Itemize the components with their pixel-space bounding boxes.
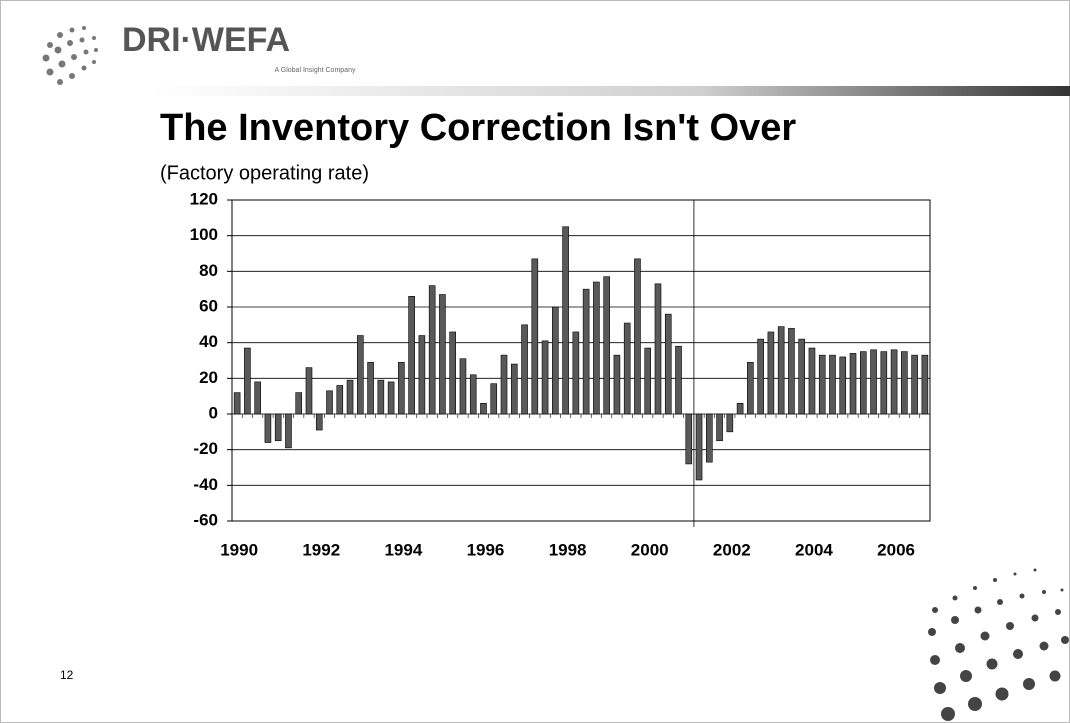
y-tick-label: 20 <box>199 368 218 387</box>
bar <box>634 258 641 415</box>
bar <box>244 347 251 415</box>
x-tick-label: 1996 <box>467 540 505 559</box>
bar <box>459 358 467 415</box>
x-tick-label: 2002 <box>713 540 751 559</box>
chart-subtitle: (Factory operating rate) <box>160 162 369 184</box>
bar <box>767 331 775 415</box>
bar <box>829 354 836 415</box>
bar <box>439 294 446 415</box>
x-tick-label: 2000 <box>631 540 669 559</box>
bar <box>398 361 405 415</box>
bar <box>593 281 600 415</box>
bar <box>490 383 498 415</box>
bar <box>706 413 713 463</box>
bar <box>859 351 867 415</box>
bar <box>315 413 323 431</box>
bar <box>377 379 385 415</box>
bar <box>552 306 559 415</box>
logo-tagline: A Global Insight Company <box>275 67 356 74</box>
bar <box>818 354 826 415</box>
x-tick-label: 1990 <box>220 540 258 559</box>
y-tick-label: 60 <box>199 296 218 315</box>
bar <box>274 413 282 442</box>
bar <box>685 413 693 465</box>
bar <box>623 322 631 415</box>
y-tick-label: 40 <box>199 332 218 351</box>
bar <box>870 349 877 415</box>
logo-name: DRI·WEFA <box>122 21 290 59</box>
x-tick-label: 2006 <box>877 540 915 559</box>
corner-dots <box>928 568 1069 721</box>
y-tick-label: 100 <box>190 225 218 244</box>
bar <box>788 328 795 415</box>
bar <box>264 413 272 443</box>
bar <box>757 338 764 415</box>
x-tick-label: 1998 <box>549 540 587 559</box>
bar <box>408 295 415 415</box>
y-tick-label: 120 <box>190 189 218 208</box>
bar <box>367 361 374 415</box>
bar <box>726 413 734 433</box>
bar <box>285 413 292 449</box>
bar <box>613 354 621 415</box>
bar <box>716 413 723 442</box>
bar <box>603 276 610 415</box>
x-tick-label: 2004 <box>795 540 833 559</box>
bar <box>346 379 354 415</box>
bar <box>521 324 528 415</box>
bar <box>890 349 898 415</box>
bar <box>880 351 888 415</box>
bar <box>357 335 364 415</box>
bar <box>500 354 508 415</box>
bar <box>675 345 682 415</box>
y-tick-label: -40 <box>193 475 218 494</box>
bar <box>541 340 549 415</box>
bar <box>305 367 313 415</box>
bar <box>428 285 436 415</box>
bar <box>654 283 662 415</box>
bar <box>449 331 456 415</box>
bar <box>531 258 539 415</box>
bar <box>839 356 847 415</box>
y-tick-label: 80 <box>199 261 218 280</box>
bar <box>798 338 805 415</box>
bar <box>254 381 261 415</box>
slide-number: 12 <box>60 668 74 682</box>
logo-dots <box>42 26 98 85</box>
y-tick-label: -60 <box>193 510 218 529</box>
bar <box>644 347 652 415</box>
bar <box>295 392 303 415</box>
bar <box>664 313 672 415</box>
bar <box>562 226 569 415</box>
bar <box>747 361 754 415</box>
header-band <box>150 86 1070 96</box>
bar <box>387 381 395 415</box>
bar <box>901 351 908 415</box>
bar <box>736 402 744 415</box>
bar <box>849 353 857 415</box>
y-tick-label: -20 <box>193 439 218 458</box>
bar <box>469 374 477 415</box>
bar <box>480 402 487 415</box>
x-tick-label: 1994 <box>384 540 422 559</box>
bar <box>336 385 344 415</box>
bar <box>326 390 333 415</box>
bar <box>777 326 785 415</box>
bar <box>695 413 703 481</box>
bar <box>582 288 590 415</box>
bar <box>418 335 426 415</box>
bar <box>233 392 241 415</box>
bar <box>911 354 918 415</box>
chart-title: The Inventory Correction Isn't Over <box>160 107 796 149</box>
bar <box>808 347 816 415</box>
bar <box>572 331 580 415</box>
bar <box>921 354 929 415</box>
x-tick-label: 1992 <box>302 540 340 559</box>
bar <box>510 363 518 415</box>
y-tick-label: 0 <box>209 403 218 422</box>
